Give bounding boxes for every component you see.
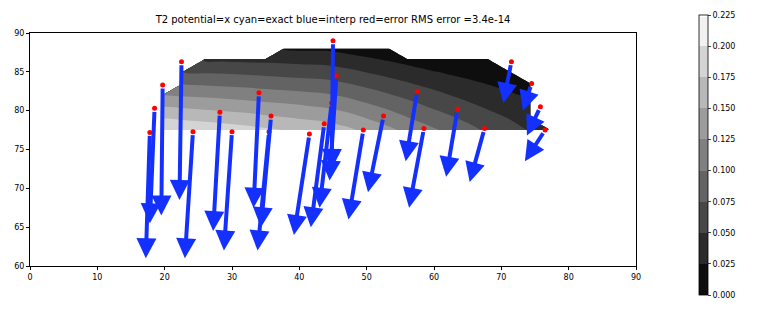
svg-text:75: 75	[14, 145, 24, 154]
svg-text:0.200: 0.200	[713, 42, 736, 51]
svg-text:0.050: 0.050	[713, 229, 736, 238]
svg-text:0.000: 0.000	[713, 291, 736, 300]
svg-text:50: 50	[362, 273, 372, 282]
svg-text:30: 30	[227, 273, 237, 282]
svg-text:60: 60	[429, 273, 439, 282]
svg-text:T2 potential=x cyan=exact blue: T2 potential=x cyan=exact blue=interp re…	[155, 14, 511, 25]
svg-text:0.225: 0.225	[713, 11, 736, 20]
svg-text:90: 90	[631, 273, 641, 282]
svg-text:40: 40	[294, 273, 304, 282]
svg-text:80: 80	[14, 106, 24, 115]
svg-text:0.125: 0.125	[713, 135, 736, 144]
svg-text:80: 80	[564, 273, 574, 282]
svg-text:0.150: 0.150	[713, 104, 736, 113]
svg-text:20: 20	[160, 273, 170, 282]
svg-text:10: 10	[92, 273, 102, 282]
svg-text:85: 85	[14, 68, 24, 77]
svg-text:0: 0	[27, 273, 32, 282]
svg-text:60: 60	[14, 262, 24, 271]
svg-text:70: 70	[496, 273, 506, 282]
svg-text:0.100: 0.100	[713, 166, 736, 175]
svg-text:90: 90	[14, 29, 24, 38]
svg-text:70: 70	[14, 184, 24, 193]
svg-text:0.025: 0.025	[713, 260, 736, 269]
svg-text:65: 65	[14, 223, 24, 232]
svg-text:0.075: 0.075	[713, 198, 736, 207]
svg-text:0.175: 0.175	[713, 73, 736, 82]
